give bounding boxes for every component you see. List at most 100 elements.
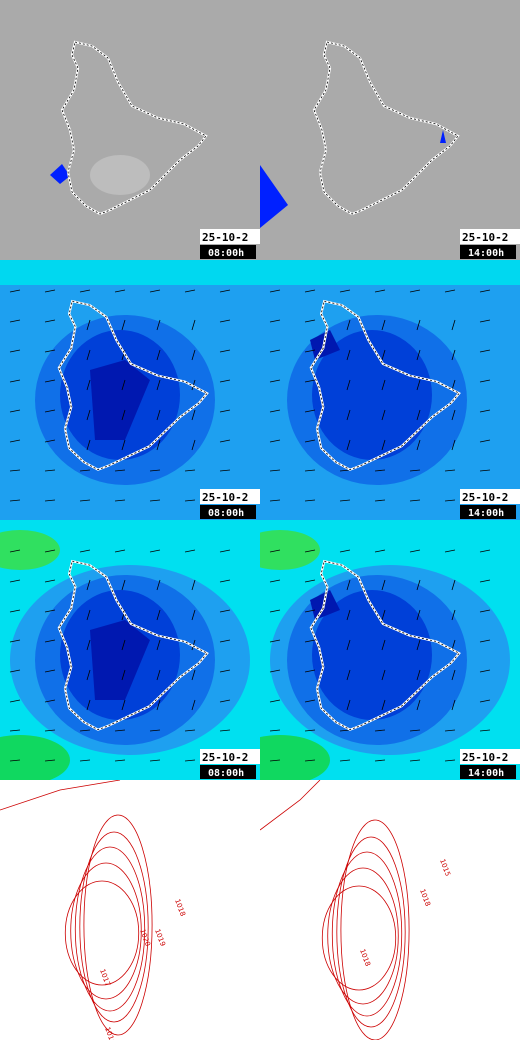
wind-arrow [346,349,351,361]
wind-arrow [9,409,21,413]
wind-arrow [304,409,316,413]
wind-arrow [44,729,56,732]
wind-arrow [409,499,421,502]
wind-arrow [451,639,456,651]
wind-arrow [479,609,491,613]
time-label: 08:00h [208,768,244,779]
wind-arrow [219,669,231,673]
wind-arrow [44,579,56,583]
wind-arrow [121,439,126,451]
wind-arrow [381,439,386,451]
wind-arrow [219,639,231,643]
coastline [58,560,208,731]
date-box [460,229,520,244]
wind-arrow [479,409,491,413]
wind-arrow [191,669,196,681]
wind-arrow [184,289,196,293]
wind-arrow [184,729,196,732]
time-box [200,765,256,779]
wind-arrow [451,609,456,621]
wind-arrow [44,409,56,413]
level-4 [90,620,150,700]
wind-arrow [184,469,196,472]
green-area [260,530,320,570]
wind-arrow [9,699,21,703]
wind-arrow [304,729,316,732]
isobar [64,880,140,986]
wind-arrow [479,379,491,383]
wind-arrow [219,349,231,353]
level-4 [90,360,150,440]
wind-arrow [184,759,196,762]
wind-arrow [374,549,386,553]
isobar [321,885,397,991]
time-label: 14:00h [468,768,504,779]
wind-arrow [149,759,161,762]
wind-arrow [416,409,421,421]
wind-arrow [346,409,351,421]
wind-arrow [269,499,281,502]
wind-arrow [219,319,231,323]
wind-arrow [269,609,281,613]
wind-arrow [156,379,161,391]
wind-arrow [184,549,196,553]
isobar [0,780,121,811]
wind-arrow [86,639,91,651]
wind-arrow [304,289,316,293]
time-box [460,245,516,259]
wind-arrow [304,639,316,643]
wind-arrow [9,379,21,383]
wind-arrow [416,609,421,621]
wind-arrow [44,499,56,502]
date-label: 25-10-2 [202,751,248,764]
wind-arrow [86,409,91,421]
wind-arrow [86,319,91,331]
wind-arrow [114,289,126,293]
wind-arrow [346,319,351,331]
wind-arrow [9,549,21,553]
time-box [460,505,516,519]
isobar [83,814,153,1036]
wind-arrow [451,699,456,711]
wind-arrow [346,379,351,391]
wind-arrow [479,699,491,703]
wind-arrow [114,759,126,762]
isobar [70,862,142,1000]
wind-arrow [374,469,386,472]
wind-arrow [44,549,56,553]
wind-arrow [156,579,161,591]
wind-arrow [444,289,456,293]
wind-arrow [79,289,91,293]
wind-arrow [9,729,21,732]
wind-arrow [191,699,196,711]
wind-arrow [121,379,126,391]
wind-arrow [479,439,491,443]
wind-arrow [381,609,386,621]
wind-arrow [121,319,126,331]
time-box [200,505,256,519]
wind-arrow [219,379,231,383]
map-panel: 25-10-2 08:00h [0,260,260,520]
wind-arrow [416,349,421,361]
wind-arrow [479,669,491,673]
wind-arrow [86,379,91,391]
date-label: 25-10-2 [202,491,248,504]
cyan-edge [260,260,520,285]
coastline [61,41,207,215]
wind-arrow [9,579,21,583]
wind-arrow [416,669,421,681]
wind-arrow [451,379,456,391]
wind-arrow [304,379,316,383]
light-patch [90,155,150,195]
wind-arrow [219,729,231,732]
wind-arrow [86,669,91,681]
wind-arrow [444,759,456,762]
wind-arrow [9,759,21,762]
isobar [260,780,321,831]
wind-arrow [304,499,316,502]
wind-arrow [114,729,126,732]
wind-arrow [339,549,351,553]
map-panel: 25-10-2 14:00h [260,260,520,520]
background [260,0,520,260]
